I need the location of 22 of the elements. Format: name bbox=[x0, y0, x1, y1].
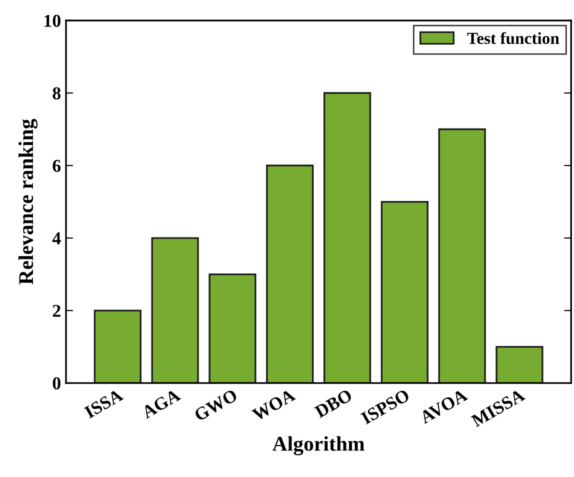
bar bbox=[496, 346, 544, 384]
x-tick-label: WOA bbox=[251, 388, 296, 422]
bar bbox=[94, 310, 142, 384]
y-tick-label: 0 bbox=[52, 377, 60, 390]
bar bbox=[266, 164, 314, 384]
y-tick-label: 4 bbox=[52, 232, 61, 244]
bar bbox=[208, 273, 256, 384]
bar bbox=[438, 128, 486, 384]
y-tick-label: 10 bbox=[44, 14, 60, 27]
y-axis-title: Relevance ranking bbox=[18, 118, 38, 284]
y-tick-label: 8 bbox=[52, 87, 61, 100]
x-tick-label: ISSA bbox=[84, 388, 124, 419]
bar bbox=[323, 92, 372, 384]
bar bbox=[151, 237, 199, 384]
legend-label: Test function bbox=[467, 32, 560, 44]
x-tick-label: DBO bbox=[314, 388, 353, 418]
x-axis-title: Algorithm bbox=[272, 436, 365, 456]
bar bbox=[380, 200, 428, 384]
y-tick-label: 2 bbox=[52, 304, 60, 317]
x-tick-label: GWO bbox=[194, 388, 238, 422]
x-tick-label: AGA bbox=[140, 388, 182, 419]
y-tick-label: 6 bbox=[52, 160, 61, 172]
